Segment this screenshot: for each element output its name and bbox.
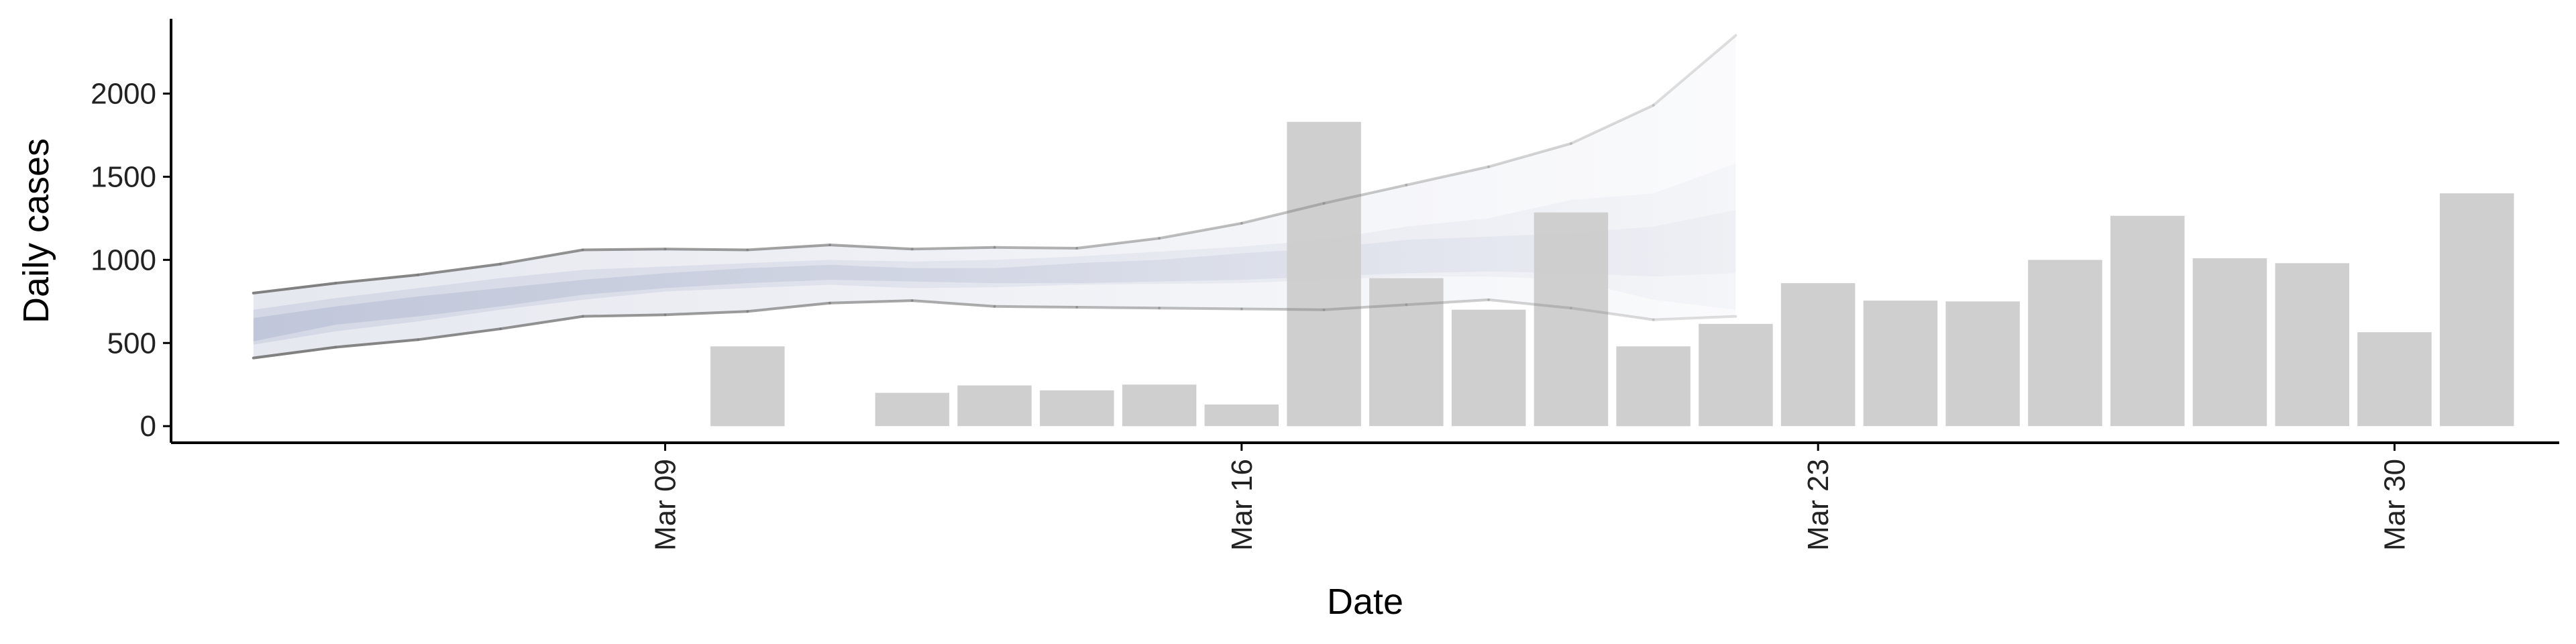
forecast-lower-line-segment <box>1487 298 1572 310</box>
forecast-lower-line-segment <box>1075 306 1161 310</box>
bar-2020-03-13 <box>957 385 1032 427</box>
forecast-upper-line-segment <box>581 248 667 252</box>
bar-2020-03-10 <box>710 346 785 427</box>
forecast-upper-line <box>252 34 1737 294</box>
forecast-upper-line-segment <box>1487 142 1572 168</box>
forecast-upper-line-segment <box>1652 34 1737 107</box>
forecast-upper-line-segment <box>1322 183 1408 205</box>
forecast-upper-line-segment <box>334 273 420 285</box>
x-axis-title: Date <box>1327 582 1403 622</box>
y-tick-label: 2000 <box>91 78 156 111</box>
forecast-lower-line-segment <box>828 299 914 305</box>
forecast-lower-line-segment <box>910 299 996 308</box>
x-tick-label: Mar 09 <box>649 459 682 551</box>
bar-2020-03-24 <box>1863 301 1938 427</box>
bar-2020-03-25 <box>1945 301 2020 427</box>
y-tick-label: 1000 <box>91 244 156 276</box>
bar-2020-03-28 <box>2192 258 2267 427</box>
forecast-upper-line-segment <box>1240 202 1326 225</box>
forecast-upper-line-segment <box>417 262 502 276</box>
bar-2020-03-22 <box>1699 323 1773 427</box>
bar-2020-03-27 <box>2110 215 2185 427</box>
bar-2020-03-17 <box>1287 121 1361 427</box>
bar-2020-03-19 <box>1451 309 1526 427</box>
x-tick-label: Mar 16 <box>1226 459 1258 551</box>
bar-2020-03-20 <box>1534 212 1609 427</box>
forecast-upper-line-segment <box>499 248 584 266</box>
bar-2020-03-21 <box>1616 346 1690 427</box>
forecast-upper-line-segment <box>252 282 337 294</box>
forecast-lower-line-segment <box>1240 307 1326 311</box>
forecast-upper-line-segment <box>910 246 996 251</box>
forecast-lower-line-segment <box>746 301 832 313</box>
axis-ticks: 0 500 1000 1500 2000 Mar 09 Mar 16 Mar 23 Mar 30 <box>91 78 2411 551</box>
forecast-upper-line-segment <box>1405 165 1491 186</box>
bar-2020-03-15 <box>1122 384 1197 427</box>
y-axis-title: Daily cases <box>16 138 56 323</box>
bar-2020-03-18 <box>1369 278 1444 427</box>
forecast-lower-line-segment <box>1322 303 1408 311</box>
forecast-upper-line-segment <box>1158 221 1243 240</box>
bar-2020-03-29 <box>2275 263 2349 427</box>
x-tick-label: Mar 23 <box>1802 459 1835 551</box>
forecast-lower-line-segment <box>252 345 337 360</box>
bar-2020-03-23 <box>1780 283 1856 427</box>
forecast-lower-line-segment <box>417 327 502 341</box>
bar-2020-03-12 <box>875 392 950 427</box>
x-tick-label: Mar 30 <box>2378 459 2411 551</box>
forecast-upper-line-segment <box>828 244 914 251</box>
forecast-lower-line-segment <box>1569 307 1655 321</box>
bar-2020-03-30 <box>2357 332 2432 427</box>
forecast-bands <box>253 35 1736 358</box>
bar-2020-03-14 <box>1040 390 1114 427</box>
axes <box>170 19 2559 444</box>
bar-2020-03-26 <box>2028 260 2102 427</box>
bar-2020-03-16 <box>1204 405 1279 427</box>
forecast-lower-line-segment <box>499 315 584 331</box>
forecast-interval-lines <box>252 34 1737 360</box>
forecast-upper-line-segment <box>663 248 749 252</box>
forecast-inner-band <box>253 210 1736 341</box>
forecast-upper-line-segment <box>1569 103 1655 145</box>
forecast-lower-line-segment <box>663 310 749 317</box>
bar-2020-03-31 <box>2440 193 2514 427</box>
forecast-upper-line-segment <box>1075 237 1161 250</box>
y-tick-label: 0 <box>140 410 156 443</box>
y-tick-label: 500 <box>107 327 156 360</box>
forecast-lower-line-segment <box>1652 315 1737 321</box>
y-tick-label: 1500 <box>91 160 156 193</box>
forecast-lower-line-segment <box>1158 307 1243 311</box>
forecast-upper-line-segment <box>746 244 832 252</box>
forecast-lower-line-segment <box>334 338 420 349</box>
forecast-lower-line <box>252 298 1737 360</box>
forecast-lower-line-segment <box>1405 298 1491 307</box>
case-bars <box>710 121 2514 427</box>
forecast-lower-line-segment <box>581 313 667 318</box>
